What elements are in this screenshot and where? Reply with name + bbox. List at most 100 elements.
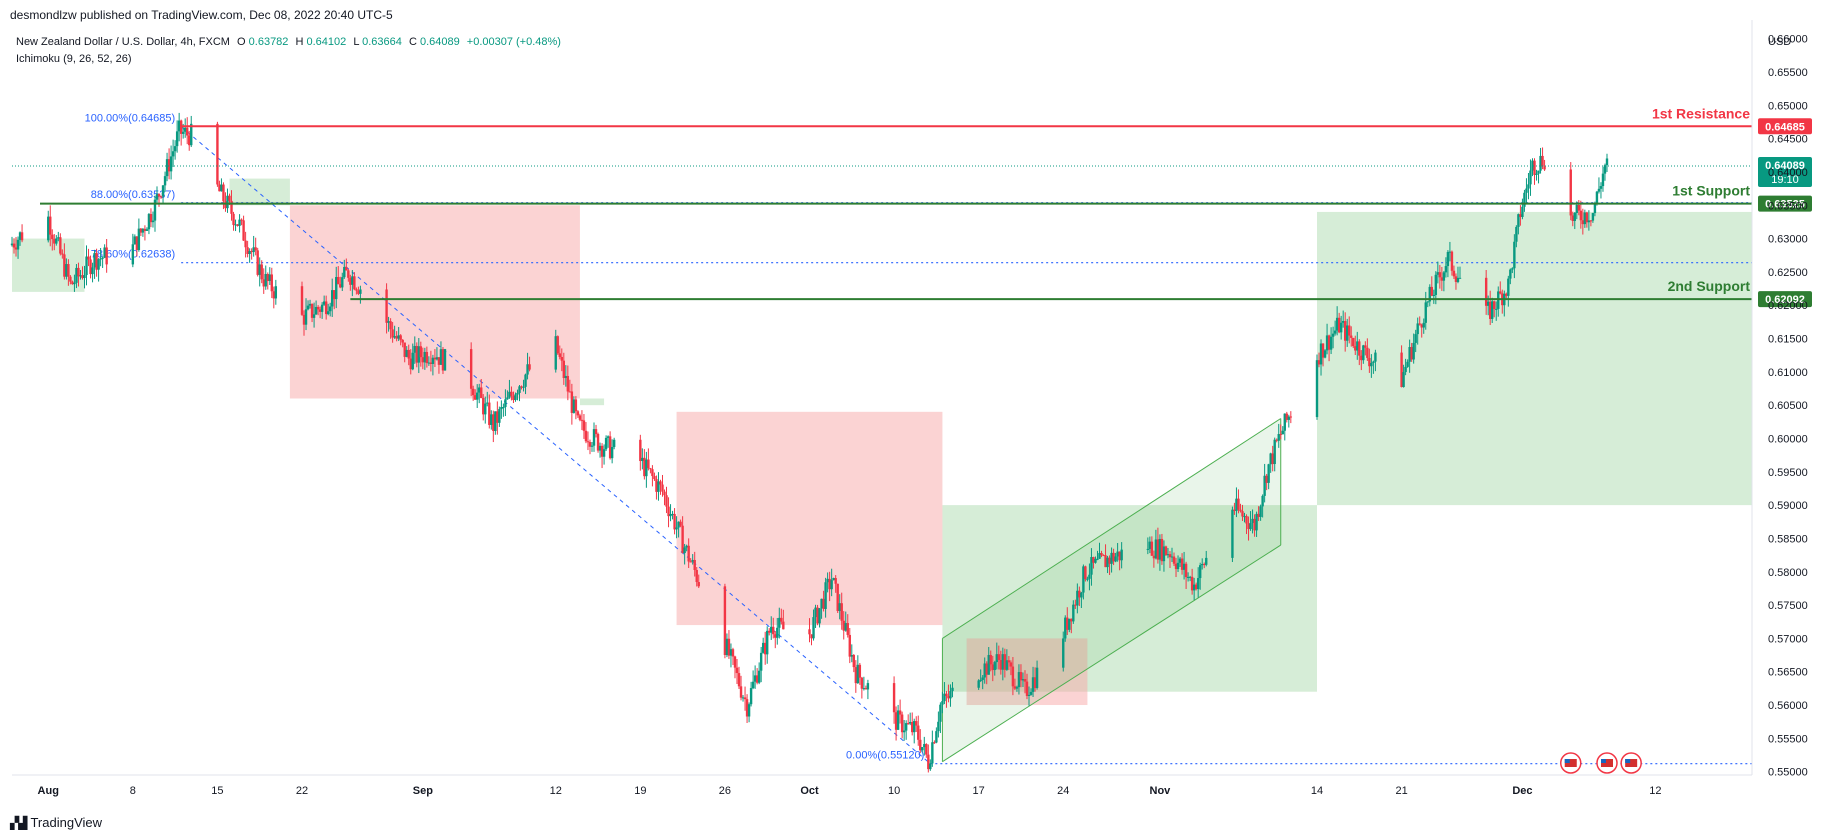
candle-body-up: [1406, 361, 1409, 367]
us-flag-event-icon[interactable]: [1620, 752, 1642, 774]
candle-body-up: [1031, 677, 1035, 692]
candle-body-down: [1358, 341, 1361, 356]
candle-body-up: [103, 247, 106, 258]
candle-body-down: [643, 457, 646, 477]
candle-body-up: [1148, 541, 1152, 549]
candle-body-up: [234, 224, 237, 226]
x-tick-label: Dec: [1512, 785, 1532, 797]
candle-body-down: [236, 224, 239, 226]
candle-body-up: [1372, 361, 1375, 363]
candle-body-up: [1537, 170, 1540, 174]
candle-body-down: [1499, 291, 1502, 294]
candle-body-up: [1166, 554, 1170, 556]
candle-body-up: [427, 362, 431, 364]
candle-body-up: [1277, 434, 1280, 441]
candle-body-down: [735, 667, 739, 674]
candle-body-down: [270, 274, 273, 292]
candle-body-up: [1198, 565, 1202, 579]
candle-body-down: [1484, 277, 1488, 306]
candle-body-down: [1493, 301, 1496, 309]
candle-body-down: [337, 277, 340, 285]
support-level-name: 2nd Support: [1668, 278, 1751, 294]
candle-body-down: [1118, 551, 1121, 561]
candle-body-up: [55, 238, 58, 244]
candle-body-up: [1432, 294, 1436, 296]
candle-body-down: [755, 675, 759, 683]
candle-body-up: [929, 763, 932, 770]
candle-body-down: [1100, 553, 1103, 556]
candle-body-up: [1434, 274, 1438, 295]
cloud-bullish: [1317, 211, 1752, 506]
candle-body-down: [385, 289, 388, 323]
candle-body-down: [1321, 343, 1325, 358]
candle-body-down: [260, 264, 263, 280]
us-flag-event-icon[interactable]: [1596, 752, 1618, 774]
candle-body-up: [393, 336, 396, 338]
tradingview-logo[interactable]: ▞▟ TradingView: [10, 815, 102, 830]
candle-body-down: [854, 667, 858, 684]
candle-body-up: [1082, 566, 1085, 593]
candle-body-up: [1491, 301, 1494, 319]
candle-body-down: [768, 630, 771, 633]
candle-body-down: [510, 391, 513, 396]
change-value: +0.00307 (+0.48%): [467, 36, 561, 48]
candle-body-up: [1517, 214, 1520, 227]
candle-body-up: [183, 127, 187, 132]
ichimoku-cloud: [12, 178, 1752, 706]
candle-body-down: [1350, 335, 1353, 338]
candle-body-up: [1259, 506, 1262, 517]
candle-body-down: [415, 345, 418, 363]
candle-body-up: [1188, 576, 1192, 578]
candle-body-down: [894, 712, 898, 730]
channel-lower-line[interactable]: [942, 544, 1282, 763]
candle-body-down: [836, 583, 839, 611]
event-flag-canton: [1564, 759, 1570, 763]
candle-body-up: [1515, 226, 1518, 242]
candle-body-down: [600, 445, 604, 457]
y-tick-label: 0.63000: [1768, 234, 1808, 246]
candle-body-up: [1029, 691, 1033, 695]
candle-body-up: [181, 131, 185, 134]
candle-body-up: [65, 264, 68, 277]
candle-body-down: [1352, 337, 1355, 347]
candle-body-down: [927, 754, 930, 770]
candle-body-down: [1317, 360, 1321, 365]
candle-body-down: [1519, 214, 1522, 217]
candle-body-up: [669, 514, 672, 517]
candle-body-down: [1237, 498, 1240, 510]
candle-body-down: [1194, 584, 1198, 590]
candle-body-up: [1283, 413, 1286, 431]
channel-upper-line[interactable]: [942, 418, 1282, 639]
candle-body-down: [1160, 538, 1164, 562]
candle-body-down: [1418, 323, 1421, 325]
candle-body-up: [1486, 301, 1490, 306]
us-flag-event-icon[interactable]: [1560, 752, 1582, 774]
cloud-bearish: [676, 411, 943, 626]
candle-body-up: [486, 402, 489, 404]
candle-body-up: [1086, 578, 1089, 580]
candle-body-down: [687, 545, 690, 562]
y-tick-label: 0.64000: [1768, 167, 1808, 179]
candle-body-down: [333, 290, 336, 300]
candle-body-down: [1366, 347, 1369, 358]
candle-body-up: [137, 228, 141, 250]
candle-body-down: [1184, 563, 1188, 578]
candle-body-down: [828, 578, 831, 590]
event-flag-canton: [1625, 759, 1631, 763]
candle-body-up: [1062, 638, 1065, 668]
candle-body-up: [923, 744, 926, 748]
fib-level-label: 0.00%(0.55120): [846, 750, 924, 762]
candle-body-up: [163, 176, 167, 186]
candle-body-down: [1247, 523, 1250, 530]
candle-body-down: [1190, 576, 1194, 591]
fib-trendline[interactable]: [180, 126, 931, 765]
candle-body-down: [663, 491, 666, 496]
candle-body-up: [1076, 590, 1079, 606]
candle-body-down: [679, 521, 682, 526]
candle-body-down: [562, 360, 566, 379]
candle-body-down: [1400, 352, 1403, 388]
candle-body-down: [1543, 166, 1546, 170]
candle-body-down: [1025, 681, 1029, 696]
candle-body-down: [496, 411, 499, 423]
